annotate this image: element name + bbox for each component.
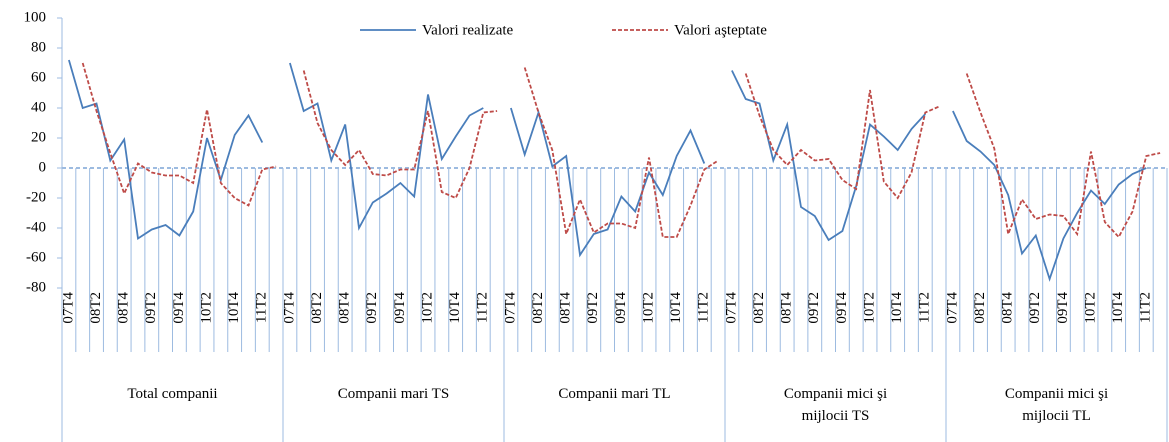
x-tick-label: 07T4 [723, 292, 739, 324]
y-tick-label: 60 [31, 69, 46, 85]
x-tick-label: 10T4 [447, 292, 463, 324]
x-tick-label: 07T4 [502, 292, 518, 324]
x-tick-label: 09T4 [834, 292, 850, 324]
y-tick-label: 80 [31, 39, 46, 55]
series-line [81, 62, 1161, 239]
x-tick-label: 10T2 [640, 292, 656, 324]
group-label: Companii mari TL [558, 386, 671, 402]
y-tick-label: 0 [39, 159, 47, 175]
x-tick-label: 08T4 [779, 292, 795, 324]
x-tick-label: 07T4 [60, 292, 76, 324]
y-tick-label: -20 [26, 189, 46, 205]
x-tick-label: 11T2 [696, 292, 712, 323]
x-tick-label: 10T2 [1082, 292, 1098, 324]
group-label: Companii mici şi mijlocii TL [1004, 386, 1109, 424]
x-tick-label: 08T2 [751, 292, 767, 324]
series-line [68, 59, 1147, 282]
x-tick-label: 07T4 [281, 292, 297, 324]
x-tick-label: 10T2 [198, 292, 214, 324]
group-label: Companii mici şi mijlocii TS [783, 386, 888, 424]
x-tick-label: 11T2 [1138, 292, 1154, 323]
y-tick-label: -80 [26, 279, 46, 295]
x-tick-label: 08T4 [116, 292, 132, 324]
x-tick-label: 11T2 [917, 292, 933, 323]
group-label: Total companii [127, 386, 218, 402]
x-tick-label: 08T4 [1000, 292, 1016, 324]
x-tick-label: 09T2 [585, 292, 601, 324]
x-tick-label: 09T4 [1055, 292, 1071, 324]
legend-label: Valori aşteptate [674, 22, 767, 38]
x-tick-label: 09T4 [171, 292, 187, 324]
y-tick-label: 100 [24, 9, 47, 25]
x-tick-label: 10T4 [1110, 292, 1126, 324]
x-tick-label: 10T4 [226, 292, 242, 324]
y-tick-label: -60 [26, 249, 46, 265]
x-tick-label: 11T2 [475, 292, 491, 323]
x-tick-label: 08T2 [88, 292, 104, 324]
x-tick-label: 10T4 [889, 292, 905, 324]
x-tick-label: 08T2 [530, 292, 546, 324]
x-tick-label: 09T2 [806, 292, 822, 324]
x-tick-label: 08T2 [309, 292, 325, 324]
y-tick-label: 40 [31, 99, 46, 115]
x-tick-label: 07T4 [944, 292, 960, 324]
x-tick-label: 10T4 [668, 292, 684, 324]
y-tick-label: -40 [26, 219, 46, 235]
x-tick-label: 09T4 [392, 292, 408, 324]
x-tick-label: 10T2 [861, 292, 877, 324]
group-label: Companii mari TS [337, 386, 450, 402]
x-tick-label: 09T2 [1027, 292, 1043, 324]
x-tick-label: 09T4 [613, 292, 629, 324]
x-tick-label: 09T2 [143, 292, 159, 324]
x-tick-label: 09T2 [364, 292, 380, 324]
x-tick-label: 10T2 [419, 292, 435, 324]
x-tick-label: 08T4 [337, 292, 353, 324]
x-tick-label: 08T4 [558, 292, 574, 324]
y-tick-label: 20 [31, 129, 46, 145]
x-tick-label: 08T2 [972, 292, 988, 324]
x-tick-label: 11T2 [254, 292, 270, 323]
legend-label: Valori realizate [422, 22, 514, 38]
